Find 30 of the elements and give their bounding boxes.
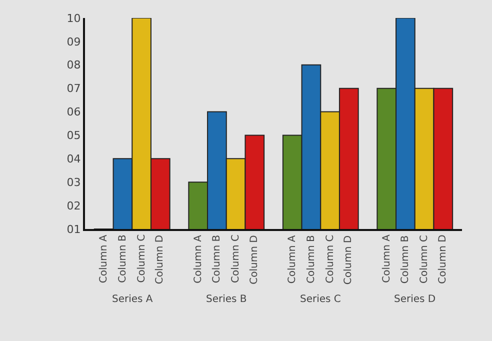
y-tick-label: 06: [66, 106, 81, 119]
text: Column A: [381, 234, 392, 283]
x-tick-label: Series D: [394, 294, 436, 305]
y-tick-label: 05: [66, 129, 81, 142]
text: Column C: [136, 234, 148, 283]
y-tick-label: 04: [66, 152, 81, 166]
text: Column B: [117, 234, 128, 283]
text: Column D: [248, 235, 260, 284]
y-tick-label: 08: [66, 58, 81, 72]
text: Column A: [192, 234, 204, 284]
text: Column D: [343, 235, 354, 285]
x-tick-label: Series B: [206, 294, 247, 305]
x-tick-label: Series C: [300, 294, 341, 305]
y-tick-label: 02: [66, 199, 81, 212]
text: Column B: [400, 235, 412, 284]
y-tick-label: 01: [66, 222, 81, 236]
text: Column C: [324, 234, 336, 284]
text: Column D: [154, 234, 166, 284]
text: Column A: [98, 234, 110, 284]
text: Column B: [306, 234, 317, 284]
text: Column A: [287, 235, 298, 284]
x-tick-label: Series A: [112, 294, 153, 305]
y-tick-label: 09: [66, 35, 81, 48]
y-tick-label: 07: [66, 82, 81, 96]
text: Column D: [437, 234, 448, 284]
text: Column B: [212, 234, 223, 284]
text: Column C: [230, 234, 242, 284]
y-tick-label: 10: [66, 12, 81, 25]
y-tick-label: 03: [66, 176, 81, 189]
text: Column C: [419, 235, 430, 284]
